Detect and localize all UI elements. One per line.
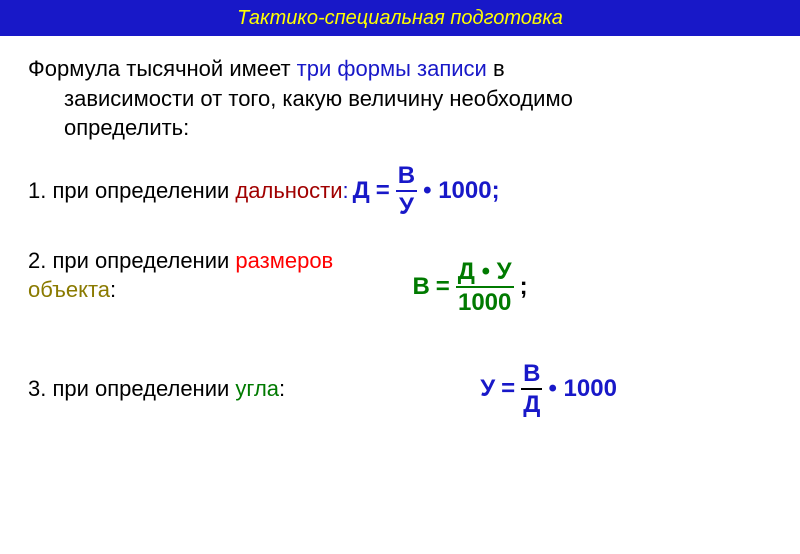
- f3-num: В: [521, 361, 542, 386]
- slide-title: Тактико-специальная подготовка: [237, 7, 563, 30]
- f1-den: У: [397, 194, 416, 219]
- item-3-prefix: 3. при определении: [28, 376, 235, 401]
- f1-lhs: Д: [353, 177, 370, 205]
- item-1-keyword: дальности: [235, 178, 342, 203]
- f1-eq: =: [376, 177, 390, 205]
- item-1-formula-wrap: Д = В У • 1000;: [353, 163, 772, 219]
- f3-frac: В Д: [521, 361, 542, 417]
- f2-eq: =: [436, 273, 450, 301]
- item-2-prefix: 2. при определении: [28, 248, 235, 273]
- f1-num: В: [396, 163, 417, 188]
- intro-part2: в: [487, 56, 505, 81]
- item-3: 3. при определении угла: У = В Д • 1000: [28, 361, 772, 417]
- item-2-suffix: :: [110, 277, 116, 302]
- f2-frac: Д • У 1000: [456, 259, 514, 315]
- item-1: 1. при определении дальности: Д = В У • …: [28, 163, 772, 219]
- slide: Тактико-специальная подготовка Формула т…: [0, 0, 800, 554]
- title-bar: Тактико-специальная подготовка: [0, 0, 800, 36]
- f1-frac: В У: [396, 163, 417, 219]
- formula-3: У = В Д • 1000: [480, 361, 617, 417]
- f2-num: Д • У: [456, 259, 514, 284]
- f2-bar: [456, 286, 514, 288]
- intro-paragraph: Формула тысячной имеет три формы записи …: [28, 54, 772, 143]
- item-2-keyword: размеров: [235, 248, 333, 273]
- intro-line2: зависимости от того, какую величину необ…: [28, 84, 772, 114]
- f3-bar: [521, 388, 542, 390]
- f3-eq: =: [501, 375, 515, 403]
- f2-tail: ;: [520, 273, 528, 301]
- item-1-label: 1. при определении дальности:: [28, 178, 349, 204]
- item-3-label: 3. при определении угла:: [28, 376, 285, 402]
- f1-mult: • 1000;: [423, 177, 499, 205]
- item-1-prefix: 1. при определении: [28, 178, 235, 203]
- item-3-keyword: угла: [235, 376, 279, 401]
- f2-den: 1000: [456, 290, 513, 315]
- intro-part1: Формула тысячной имеет: [28, 56, 297, 81]
- item-1-suffix: :: [343, 178, 349, 203]
- item-2-keyword2: объекта: [28, 277, 110, 302]
- content-area: Формула тысячной имеет три формы записи …: [0, 36, 800, 417]
- f3-den: Д: [521, 392, 542, 417]
- f1-bar: [396, 190, 417, 192]
- item-3-formula-wrap: У = В Д • 1000: [325, 361, 772, 417]
- f3-lhs: У: [480, 375, 495, 403]
- item-2: 2. при определении размеров объекта: В =…: [28, 247, 772, 315]
- formula-2: В = Д • У 1000 ;: [412, 259, 527, 315]
- item-3-suffix: :: [279, 376, 285, 401]
- formula-1: Д = В У • 1000;: [353, 163, 500, 219]
- f3-mult: • 1000: [548, 375, 616, 403]
- intro-highlight: три формы записи: [297, 56, 487, 81]
- f2-lhs: В: [412, 273, 429, 301]
- intro-line3: определить:: [28, 113, 772, 143]
